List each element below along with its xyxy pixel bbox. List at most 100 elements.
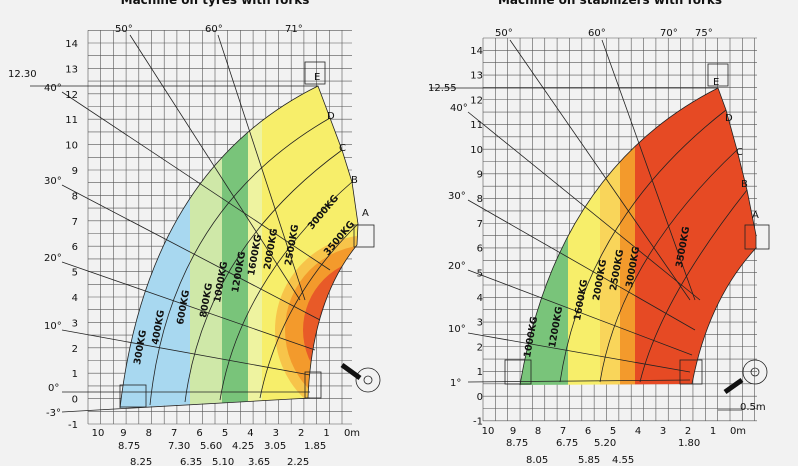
panel-title: Machine on tyres with forks bbox=[121, 0, 310, 7]
y-axis-label: 6 bbox=[477, 244, 483, 255]
angle-label: 20° bbox=[44, 253, 62, 264]
curve-label: C bbox=[736, 147, 743, 158]
reach-label: 3.05 bbox=[264, 441, 286, 452]
y-axis-label: -1 bbox=[473, 417, 483, 428]
y-axis-label: 5 bbox=[72, 268, 78, 279]
x-axis-label: 9 bbox=[120, 428, 126, 439]
y-axis-label: 0 bbox=[72, 395, 78, 406]
y-axis-label: 7 bbox=[477, 219, 483, 230]
panel-title: Machine on stabilizers with forks bbox=[498, 0, 722, 7]
y-axis-label: 4 bbox=[477, 293, 483, 304]
reach-label: 5.10 bbox=[212, 457, 234, 466]
curve-label: B bbox=[351, 175, 358, 186]
reach-label: 6.75 bbox=[556, 438, 578, 449]
angle-label: 30° bbox=[44, 176, 62, 187]
curve-label: C bbox=[339, 143, 346, 154]
reach-label: 8.75 bbox=[118, 441, 140, 452]
reach-label: 4.55 bbox=[612, 455, 634, 466]
envelope-arcs bbox=[30, 34, 770, 413]
y-axis-label: 1 bbox=[72, 369, 78, 380]
height-label: 12.55 bbox=[428, 83, 457, 94]
x-axis-label: 3 bbox=[273, 428, 279, 439]
curve-label: D bbox=[327, 111, 335, 122]
y-axis-label: 3 bbox=[477, 318, 483, 329]
angle-label: 10° bbox=[448, 324, 466, 335]
x-axis-label: 4 bbox=[247, 428, 253, 439]
angle-label: 20° bbox=[448, 261, 466, 272]
angle-label: -3° bbox=[46, 408, 61, 419]
angle-label: 1° bbox=[450, 378, 461, 389]
y-axis-label: -1 bbox=[68, 420, 78, 431]
angle-label: 71° bbox=[285, 24, 303, 35]
y-axis-label: 2 bbox=[72, 344, 78, 355]
x-axis-label: 5 bbox=[222, 428, 228, 439]
y-axis-label: 2 bbox=[477, 342, 483, 353]
y-axis-label: 10 bbox=[470, 145, 483, 156]
y-axis-label: 12 bbox=[65, 90, 78, 101]
y-axis-label: 4 bbox=[72, 293, 78, 304]
x-axis-label: 10 bbox=[92, 428, 105, 439]
angle-label: 30° bbox=[448, 191, 466, 202]
y-axis-label: 13 bbox=[65, 64, 78, 75]
x-axis-label: 6 bbox=[196, 428, 202, 439]
reach-label: 3.65 bbox=[248, 457, 270, 466]
x-axis-label: 1 bbox=[710, 426, 716, 437]
y-axis-label: 11 bbox=[470, 120, 483, 131]
y-axis-label: 5 bbox=[477, 268, 483, 279]
reach-label: 1.85 bbox=[304, 441, 326, 452]
reach-label: 7.30 bbox=[168, 441, 190, 452]
reach-label: 2.25 bbox=[287, 457, 309, 466]
x-axis-label: 8 bbox=[535, 426, 541, 437]
y-axis-label: 9 bbox=[72, 166, 78, 177]
y-axis-label: 3 bbox=[72, 318, 78, 329]
curve-label: E bbox=[713, 77, 719, 88]
angle-label: 50° bbox=[495, 28, 513, 39]
y-axis-label: 11 bbox=[65, 115, 78, 126]
reach-label: 5.85 bbox=[578, 455, 600, 466]
curve-label: D bbox=[725, 113, 733, 124]
curve-label: A bbox=[362, 208, 369, 219]
curve-label: E bbox=[314, 72, 320, 83]
x-axis-label: 2 bbox=[685, 426, 691, 437]
angle-label: 40° bbox=[450, 103, 468, 114]
x-axis-label: 3 bbox=[660, 426, 666, 437]
angle-label: 10° bbox=[44, 321, 62, 332]
angle-label: 75° bbox=[695, 28, 713, 39]
reach-label: 4.25 bbox=[232, 441, 254, 452]
reach-label: 8.75 bbox=[506, 438, 528, 449]
x-axis-label: 1 bbox=[323, 428, 329, 439]
y-axis-label: 14 bbox=[65, 39, 78, 50]
x-axis-label: 2 bbox=[298, 428, 304, 439]
x-axis-label: 7 bbox=[560, 426, 566, 437]
x-axis-label: 4 bbox=[635, 426, 641, 437]
x-axis-label: 10 bbox=[482, 426, 495, 437]
reach-label: 8.25 bbox=[130, 457, 152, 466]
curve-label: B bbox=[741, 179, 748, 190]
angle-label: 0° bbox=[48, 383, 59, 394]
x-axis-label: 5 bbox=[610, 426, 616, 437]
x-axis-label: 0m bbox=[730, 426, 746, 437]
reach-label: 6.35 bbox=[180, 457, 202, 466]
x-axis-label: 9 bbox=[510, 426, 516, 437]
y-axis-label: 10 bbox=[65, 141, 78, 152]
angle-label: 70° bbox=[660, 28, 678, 39]
reach-label: 5.20 bbox=[594, 438, 616, 449]
y-axis-label: 1 bbox=[477, 367, 483, 378]
y-axis-label: 6 bbox=[72, 242, 78, 253]
reach-label: 8.05 bbox=[526, 455, 548, 466]
y-axis-label: 7 bbox=[72, 217, 78, 228]
scale-label: 0.5m bbox=[740, 402, 766, 413]
y-axis-label: 8 bbox=[72, 191, 78, 202]
x-axis-label: 0m bbox=[344, 428, 360, 439]
reach-label: 1.80 bbox=[678, 438, 700, 449]
reach-label: 5.60 bbox=[200, 441, 222, 452]
y-axis-label: 0 bbox=[477, 392, 483, 403]
angle-label: 60° bbox=[205, 24, 223, 35]
y-axis-label: 9 bbox=[477, 170, 483, 181]
y-axis-label: 14 bbox=[470, 46, 483, 57]
x-axis-label: 6 bbox=[585, 426, 591, 437]
height-label: 12.30 bbox=[8, 69, 37, 80]
angle-label: 40° bbox=[44, 83, 62, 94]
x-axis-label: 7 bbox=[171, 428, 177, 439]
